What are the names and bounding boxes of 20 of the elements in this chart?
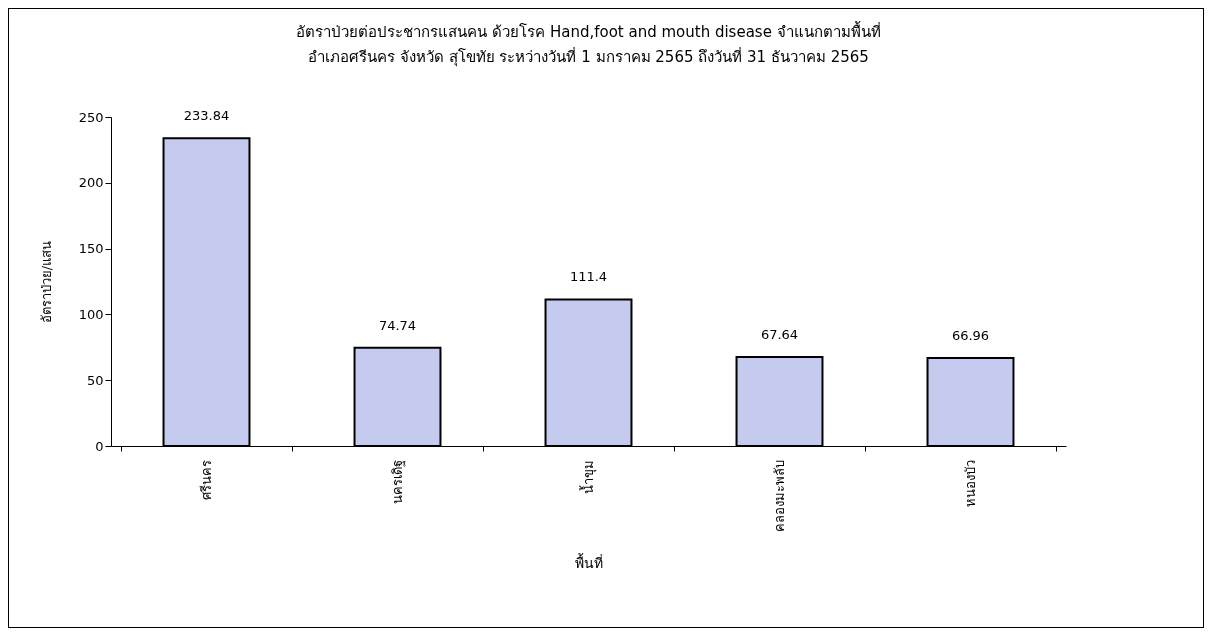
y-axis-title: อัตราป่วย/แสน bbox=[38, 240, 54, 324]
chart-subtitle: อำเภอศรีนคร จังหวัด สุโขทัย ระหว่างวันที่ 1 มกราคม 2565 ถึงวันที่ 31 ธันวาคม 2565 bbox=[308, 46, 869, 68]
x-tick-label: ศรีนคร bbox=[199, 459, 214, 500]
y-tick-label: 150 bbox=[78, 241, 104, 257]
x-axis-title: พื้นที่ bbox=[575, 552, 603, 571]
y-tick-label: 50 bbox=[86, 372, 104, 388]
data-label: 74.74 bbox=[378, 317, 417, 333]
x-tick-label: คลองมะพลับ bbox=[772, 459, 787, 532]
x-tick-label: หนองบัว bbox=[963, 459, 978, 507]
y-tick-label: 100 bbox=[78, 306, 104, 322]
x-tick-label: น้ำขุม bbox=[579, 459, 597, 494]
data-label: 67.64 bbox=[760, 326, 799, 342]
y-tick-label: 250 bbox=[78, 109, 104, 125]
data-label: 66.96 bbox=[951, 327, 990, 343]
y-tick-label: 200 bbox=[78, 175, 104, 191]
y-tick-label: 0 bbox=[95, 438, 104, 454]
data-label: 233.84 bbox=[183, 108, 230, 124]
chart-title: อัตราป่วยต่อประชากรแสนคน ด้วยโรค Hand,foot and mouth disease จำแนกตามพื้นที่ bbox=[296, 21, 881, 42]
x-tick-label: นครเดิฐ bbox=[390, 459, 406, 504]
data-label: 111.4 bbox=[569, 269, 608, 285]
